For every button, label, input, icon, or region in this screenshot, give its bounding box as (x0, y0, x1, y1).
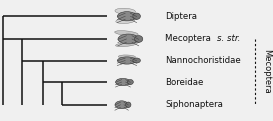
Text: Nannochoristidae: Nannochoristidae (165, 56, 241, 65)
Ellipse shape (135, 36, 143, 42)
Ellipse shape (117, 57, 136, 64)
Ellipse shape (117, 12, 136, 21)
Text: Boreidae: Boreidae (165, 78, 204, 87)
Ellipse shape (126, 102, 131, 107)
Text: Mecoptera: Mecoptera (263, 49, 271, 94)
Ellipse shape (133, 58, 140, 63)
Text: Diptera: Diptera (165, 12, 197, 21)
Text: Siphonaptera: Siphonaptera (165, 100, 223, 109)
Ellipse shape (133, 13, 140, 19)
Text: Mecoptera: Mecoptera (165, 34, 214, 43)
Text: s. str.: s. str. (216, 34, 240, 43)
Ellipse shape (116, 78, 130, 86)
Ellipse shape (116, 18, 135, 23)
Ellipse shape (115, 42, 137, 47)
Ellipse shape (116, 79, 124, 85)
Ellipse shape (115, 101, 128, 109)
Ellipse shape (127, 79, 133, 85)
Ellipse shape (118, 55, 136, 59)
Ellipse shape (118, 34, 138, 44)
Ellipse shape (115, 31, 138, 36)
Ellipse shape (115, 8, 135, 14)
